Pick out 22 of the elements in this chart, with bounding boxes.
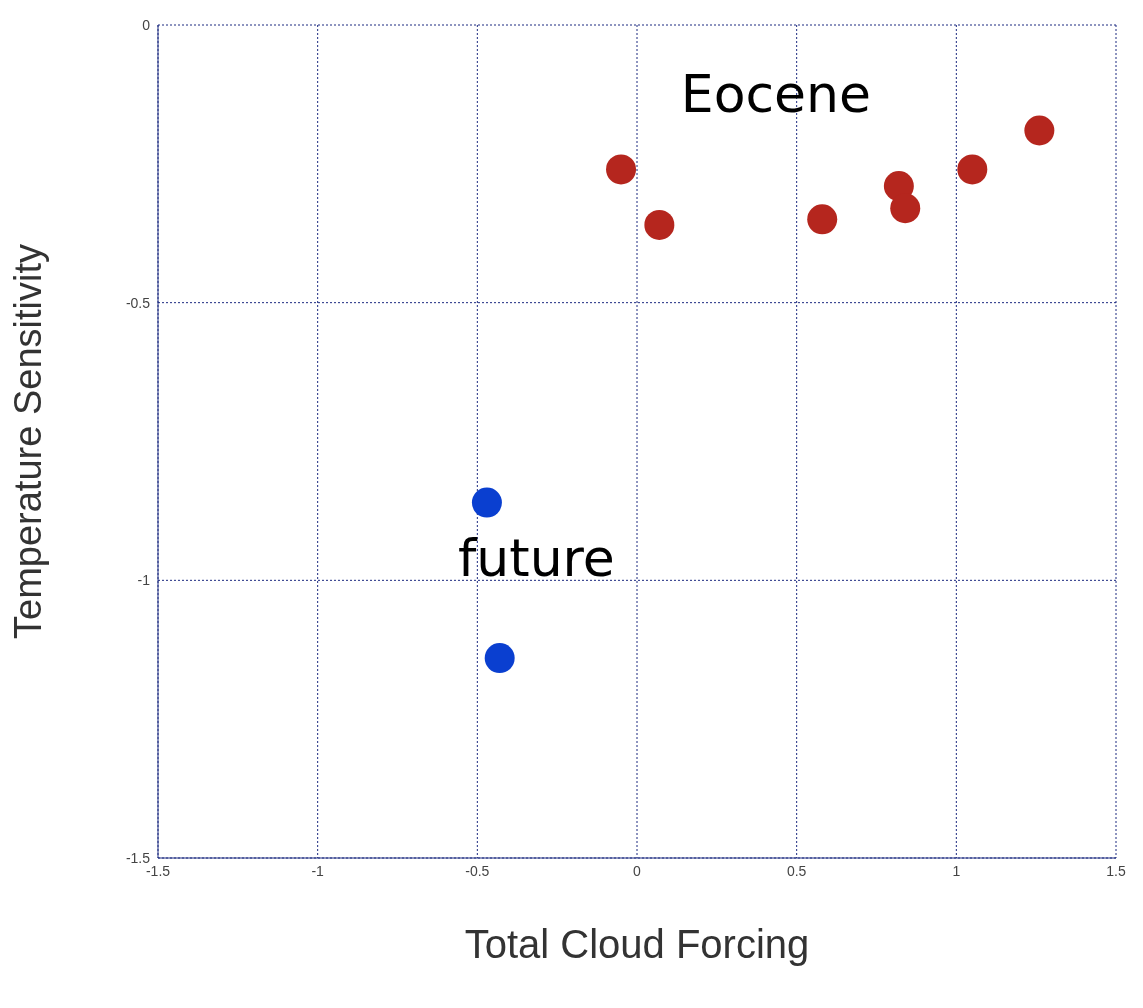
annotation: future <box>457 528 615 589</box>
point <box>957 154 988 185</box>
y-tick-label: -0.5 <box>125 294 151 311</box>
x-tick-label: 0.5 <box>786 862 807 879</box>
point <box>484 643 515 674</box>
point <box>807 204 838 235</box>
x-tick-label: -1 <box>311 862 325 879</box>
point <box>1024 115 1055 146</box>
y-tick-label: -1 <box>137 572 151 589</box>
y-axis-title: Temperature Sensitivity <box>7 244 50 639</box>
y-tick-label: -1.5 <box>125 849 151 866</box>
point <box>606 154 637 185</box>
x-tick-label: 1.5 <box>1106 862 1126 879</box>
x-tick-label: -0.5 <box>465 862 490 879</box>
x-tick-label: 1 <box>952 862 961 879</box>
x-tick-label: 0 <box>633 862 642 879</box>
x-axis-title: Total Cloud Forcing <box>464 922 810 966</box>
y-tick-label: 0 <box>142 16 151 33</box>
annotation: Eocene <box>680 64 872 125</box>
point <box>890 193 921 224</box>
point <box>644 209 675 240</box>
point <box>471 487 502 518</box>
